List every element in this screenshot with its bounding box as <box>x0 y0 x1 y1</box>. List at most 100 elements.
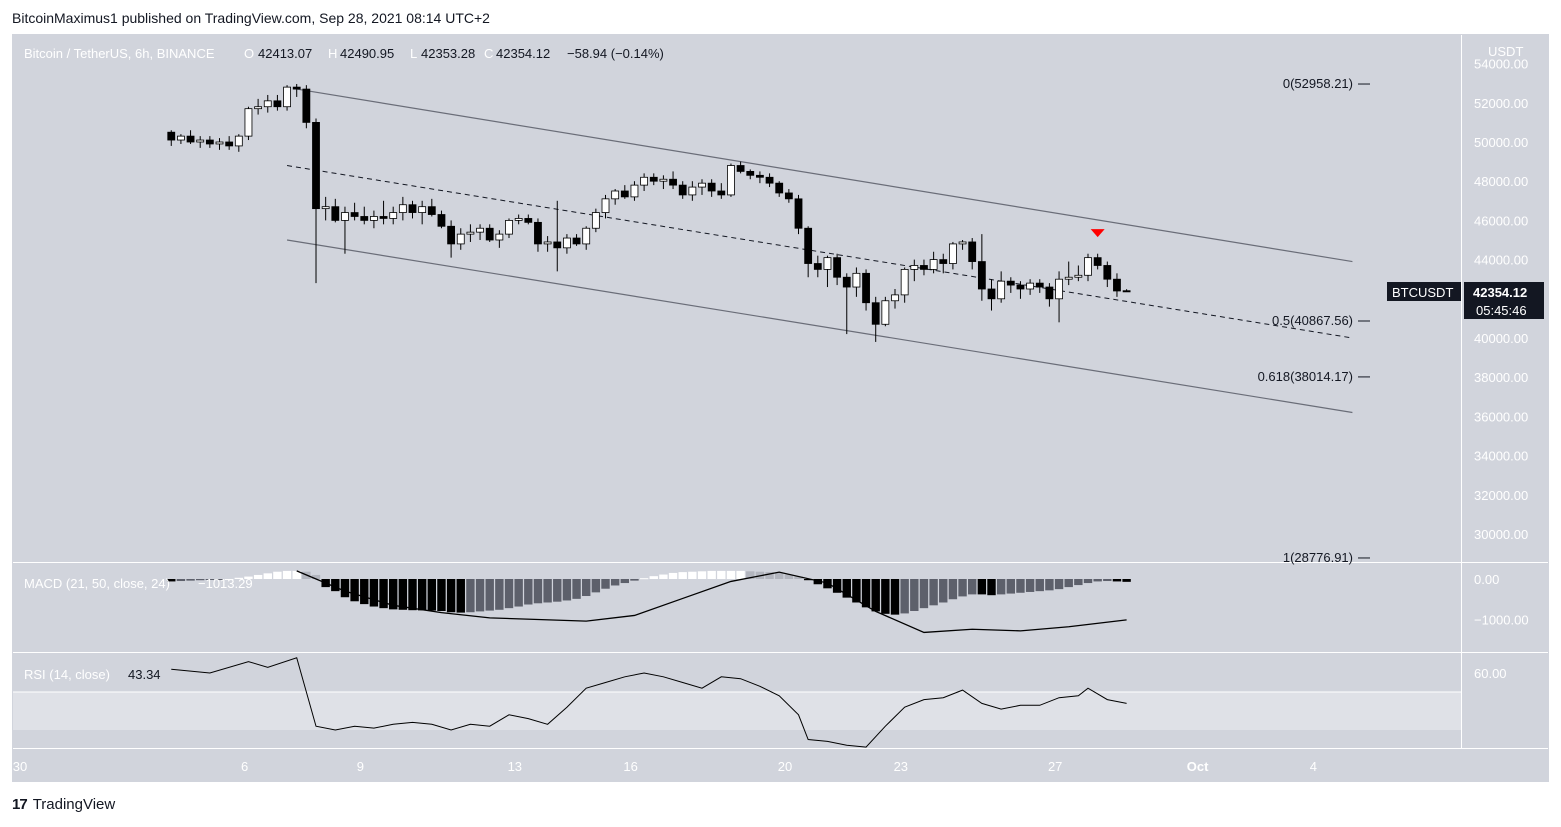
macd-histogram-bar <box>610 579 620 586</box>
macd-histogram-bar <box>717 570 726 579</box>
macd-histogram-bar <box>1045 579 1054 591</box>
macd-histogram-bar <box>389 579 398 610</box>
macd-histogram-bar <box>360 579 369 605</box>
time-tick-label: 30 <box>13 759 27 774</box>
macd-histogram-bar <box>167 579 176 582</box>
time-tick-label: 13 <box>508 759 522 774</box>
rsi-legend-value: 43.34 <box>128 667 161 682</box>
candle-body <box>553 241 562 249</box>
macd-histogram-bar <box>485 579 494 611</box>
time-tick-label: 23 <box>894 759 908 774</box>
candle-body <box>784 192 793 200</box>
candle-body <box>727 165 735 196</box>
candle-body <box>871 302 880 325</box>
macd-histogram-bar <box>1122 579 1131 582</box>
currency-label: USDT <box>1488 44 1523 59</box>
candle-body <box>698 182 706 188</box>
macd-histogram-bar <box>697 571 707 579</box>
macd-histogram-bar <box>1074 579 1083 586</box>
candlesticks[interactable] <box>167 83 1131 342</box>
candle-body <box>563 237 571 249</box>
macd-histogram-bar <box>910 579 919 611</box>
price-tick-label: 54000.00 <box>1474 57 1528 72</box>
symbol-legend[interactable]: Bitcoin / TetherUS, 6h, BINANCE <box>24 46 215 61</box>
macd-histogram-bar <box>939 579 948 603</box>
tradingview-footer[interactable]: 17 TradingView <box>12 796 115 813</box>
rsi-indicator[interactable]: 60.00 <box>171 657 1507 748</box>
macd-histogram-bar <box>649 576 658 579</box>
open-prefix: O <box>244 46 254 61</box>
macd-histogram-bar <box>504 579 514 609</box>
price-channel[interactable] <box>286 88 1353 414</box>
candle-body <box>958 241 967 245</box>
candle-body <box>881 300 890 325</box>
macd-histogram-bar <box>601 579 610 589</box>
chart-frame[interactable] <box>12 34 1549 782</box>
macd-histogram-bar <box>746 571 755 579</box>
macd-histogram-bar <box>813 579 823 585</box>
candle-body <box>669 178 677 186</box>
candle-body <box>215 141 224 145</box>
candle-body <box>611 190 620 200</box>
change-value: −58.94 (−0.14%) <box>567 46 664 61</box>
candle-body <box>456 233 465 245</box>
rsi-legend[interactable]: RSI (14, close) <box>24 667 110 682</box>
macd-histogram-bar <box>582 579 591 597</box>
candle-body <box>1103 265 1112 280</box>
tradingview-logo-icon: 17 <box>12 796 28 813</box>
candle-body <box>370 216 378 221</box>
channel-lower-line <box>286 239 1353 414</box>
macd-series <box>167 570 1131 634</box>
time-axis[interactable]: 30 6 9 13 16 20 23 27 Oct 4 <box>13 759 1317 774</box>
candle-body <box>900 268 909 296</box>
price-tick-label: 40000.00 <box>1474 331 1528 346</box>
candle-body <box>1026 282 1035 290</box>
macd-histogram-bar <box>1112 579 1122 582</box>
macd-legend-value: −1013.29 <box>198 576 253 591</box>
candle-body <box>167 131 176 141</box>
candle-body <box>717 190 726 196</box>
macd-histogram-bar <box>253 574 263 579</box>
macd-histogram-bar <box>987 579 996 596</box>
symbol-badge: BTCUSDT <box>1392 285 1453 300</box>
macd-histogram-bar <box>273 571 282 579</box>
macd-histogram-bar <box>659 574 668 579</box>
price-axis[interactable]: 54000.00 52000.00 50000.00 48000.00 46000.00… <box>1474 57 1528 542</box>
candle-body <box>302 88 311 123</box>
macd-histogram-bar <box>553 579 562 602</box>
rsi-band <box>13 691 1461 730</box>
candle-body <box>418 206 427 213</box>
candle-body <box>591 212 600 229</box>
candle-body <box>1045 286 1054 300</box>
rsi-band-fill <box>13 692 1461 730</box>
macd-histogram-bar <box>968 579 977 595</box>
candle-body <box>910 265 919 270</box>
macd-histogram-bar <box>398 579 408 610</box>
symbol-badge-bg <box>1387 282 1461 301</box>
candle-body <box>746 170 755 176</box>
sell-arrow-icon <box>1090 229 1105 238</box>
price-pane-bg <box>13 35 1461 562</box>
macd-indicator[interactable]: 0.00 −1000.00 <box>167 570 1529 634</box>
last-price-badge: 42354.12 <box>1473 285 1527 300</box>
candle-body <box>920 265 928 270</box>
macd-histogram-bar <box>832 579 842 593</box>
rsi-axis-bg <box>1462 653 1548 748</box>
candle-body <box>341 212 349 221</box>
publisher-header: BitcoinMaximus1 published on TradingView… <box>12 10 490 26</box>
countdown-badge: 05:45:46 <box>1476 303 1527 318</box>
low-prefix: L <box>410 46 417 61</box>
candle-body <box>649 176 658 182</box>
macd-histogram-bar <box>524 579 533 605</box>
open-value: 42413.07 <box>258 46 312 61</box>
candle-body <box>292 86 301 90</box>
rsi-series <box>171 657 1127 748</box>
macd-histogram-bar <box>1016 579 1025 593</box>
macd-histogram-bar <box>688 571 697 579</box>
time-tick-label: 4 <box>1310 759 1317 774</box>
macd-legend[interactable]: MACD (21, 50, close, 24) <box>24 576 170 591</box>
macd-axis-bg <box>1462 563 1548 652</box>
macd-histogram-bar <box>996 579 1006 595</box>
macd-histogram-bar <box>408 579 417 611</box>
